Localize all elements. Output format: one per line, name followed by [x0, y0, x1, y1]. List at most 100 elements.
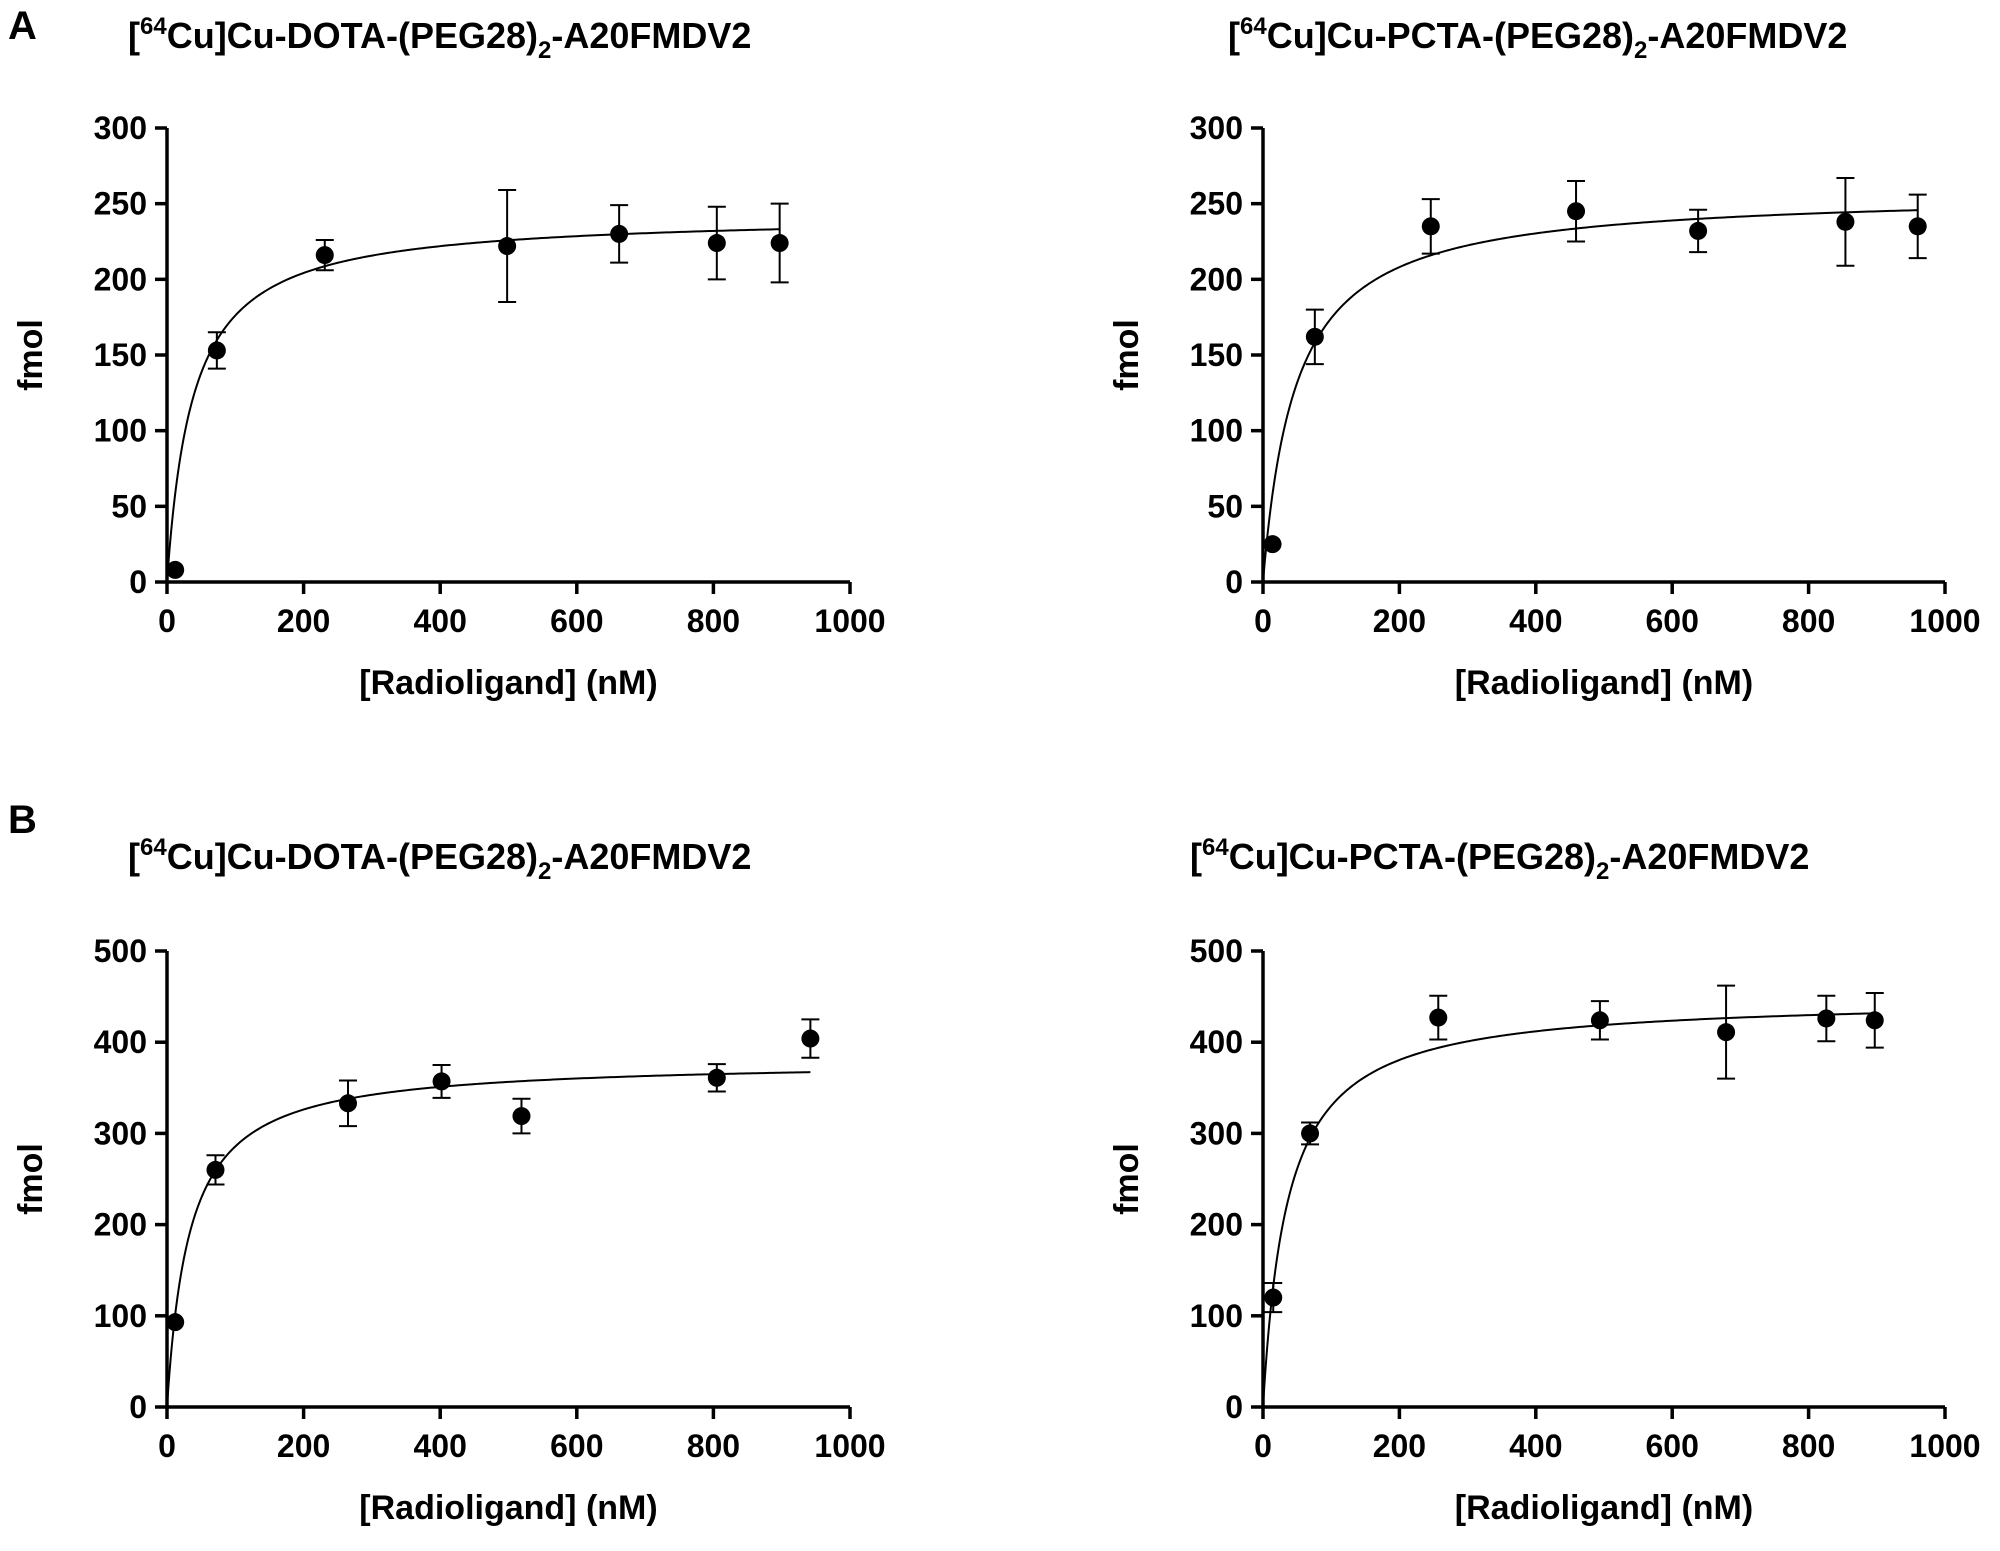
data-point: [512, 1107, 531, 1126]
y-tick-label: 50: [111, 488, 147, 524]
y-axis-title: fmol: [1108, 319, 1146, 391]
y-tick-label: 0: [1225, 1389, 1243, 1425]
x-axis-title: [Radioligand] (nM): [359, 664, 657, 702]
x-tick-label: 200: [1373, 1428, 1426, 1464]
x-tick-label: 1000: [814, 1428, 885, 1464]
data-point: [338, 1094, 357, 1113]
x-tick-label: 600: [1646, 1428, 1699, 1464]
data-point: [315, 246, 334, 265]
data-point: [1908, 217, 1927, 236]
x-tick-label: 800: [1782, 603, 1835, 639]
y-axis-title: fmol: [12, 1143, 50, 1215]
x-tick-label: 600: [550, 1428, 603, 1464]
y-tick-label: 0: [129, 1389, 147, 1425]
data-point: [166, 560, 185, 579]
y-axis-title: fmol: [1108, 1143, 1146, 1215]
chart-title: [64Cu]Cu-DOTA-(PEG28)2-A20FMDV2: [128, 13, 751, 64]
x-tick-label: 400: [1509, 603, 1562, 639]
data-point: [770, 234, 789, 253]
y-tick-label: 300: [1190, 1115, 1243, 1151]
x-tick-label: 1000: [814, 603, 885, 639]
y-tick-label: 400: [1190, 1024, 1243, 1060]
x-axis-title: [Radioligand] (nM): [1455, 664, 1753, 702]
data-point: [498, 237, 517, 256]
x-tick-label: 400: [414, 603, 467, 639]
x-axis-title: [Radioligand] (nM): [1455, 1489, 1753, 1527]
data-point: [1689, 221, 1708, 240]
chart-title: [64Cu]Cu-PCTA-(PEG28)2-A20FMDV2: [1228, 13, 1847, 64]
x-tick-label: 0: [158, 603, 176, 639]
y-tick-label: 100: [1190, 1298, 1243, 1334]
data-point: [1301, 1124, 1320, 1143]
data-point: [206, 1160, 225, 1179]
chart-title: [64Cu]Cu-DOTA-(PEG28)2-A20FMDV2: [128, 834, 751, 885]
data-point: [1263, 535, 1282, 554]
y-axis-title: fmol: [12, 319, 50, 391]
y-tick-label: 500: [1190, 933, 1243, 969]
y-tick-label: 300: [94, 110, 147, 146]
y-tick-label: 500: [94, 933, 147, 969]
x-axis-title: [Radioligand] (nM): [359, 1489, 657, 1527]
chart-2: [64Cu]Cu-PCTA-(PEG28)2-A20FMDV2 0 50 100 150…: [1108, 13, 1981, 702]
panel-letter-b: B: [8, 798, 37, 842]
data-point: [1567, 202, 1586, 221]
data-point: [1429, 1008, 1448, 1027]
data-point: [1865, 1011, 1884, 1030]
y-tick-label: 150: [94, 337, 147, 373]
y-tick-label: 200: [94, 261, 147, 297]
data-point: [610, 224, 629, 243]
data-point: [432, 1072, 451, 1091]
y-tick-label: 300: [1190, 110, 1243, 146]
y-tick-label: 50: [1207, 488, 1243, 524]
data-point: [1421, 217, 1440, 236]
y-tick-label: 100: [1190, 413, 1243, 449]
fit-curve: [1262, 209, 1918, 583]
x-tick-label: 800: [687, 1428, 740, 1464]
x-tick-label: 800: [1782, 1428, 1835, 1464]
x-tick-label: 200: [277, 1428, 330, 1464]
y-tick-label: 0: [1225, 564, 1243, 600]
x-tick-label: 0: [158, 1428, 176, 1464]
y-tick-label: 0: [129, 564, 147, 600]
chart-3: [64Cu]Cu-DOTA-(PEG28)2-A20FMDV2 0 100 200 30…: [12, 834, 886, 1527]
x-tick-label: 1000: [1909, 1428, 1980, 1464]
x-tick-label: 600: [550, 603, 603, 639]
y-tick-label: 250: [1190, 186, 1243, 222]
data-point: [166, 1313, 185, 1332]
x-tick-label: 400: [1509, 1428, 1562, 1464]
y-tick-label: 200: [1190, 1207, 1243, 1243]
data-point: [1590, 1011, 1609, 1030]
x-tick-label: 0: [1254, 603, 1272, 639]
fit-curve: [166, 1071, 811, 1408]
data-point: [707, 1068, 726, 1087]
x-tick-label: 200: [1373, 603, 1426, 639]
data-point: [207, 341, 226, 360]
x-tick-label: 600: [1646, 603, 1699, 639]
y-tick-label: 200: [94, 1207, 147, 1243]
panel-letter-a: A: [8, 4, 37, 48]
y-tick-label: 400: [94, 1024, 147, 1060]
data-point: [707, 234, 726, 253]
data-point: [1836, 212, 1855, 231]
chart-1: [64Cu]Cu-DOTA-(PEG28)2-A20FMDV2 0 50 100 150…: [12, 13, 886, 702]
x-tick-label: 200: [277, 603, 330, 639]
y-tick-label: 200: [1190, 261, 1243, 297]
x-tick-label: 1000: [1909, 603, 1980, 639]
x-tick-label: 400: [414, 1428, 467, 1464]
chart-4: [64Cu]Cu-PCTA-(PEG28)2-A20FMDV2 0 100 200 30…: [1108, 834, 1981, 1527]
data-point: [1817, 1009, 1836, 1028]
data-point: [801, 1029, 820, 1048]
y-tick-label: 100: [94, 413, 147, 449]
fit-curve: [166, 228, 780, 583]
data-point: [1305, 327, 1324, 346]
fit-curve: [1262, 1012, 1875, 1408]
chart-title: [64Cu]Cu-PCTA-(PEG28)2-A20FMDV2: [1190, 834, 1809, 885]
x-tick-label: 800: [687, 603, 740, 639]
data-point: [1717, 1023, 1736, 1042]
y-tick-label: 250: [94, 186, 147, 222]
y-tick-label: 300: [94, 1115, 147, 1151]
data-point: [1264, 1288, 1283, 1307]
y-tick-label: 100: [94, 1298, 147, 1334]
y-tick-label: 150: [1190, 337, 1243, 373]
